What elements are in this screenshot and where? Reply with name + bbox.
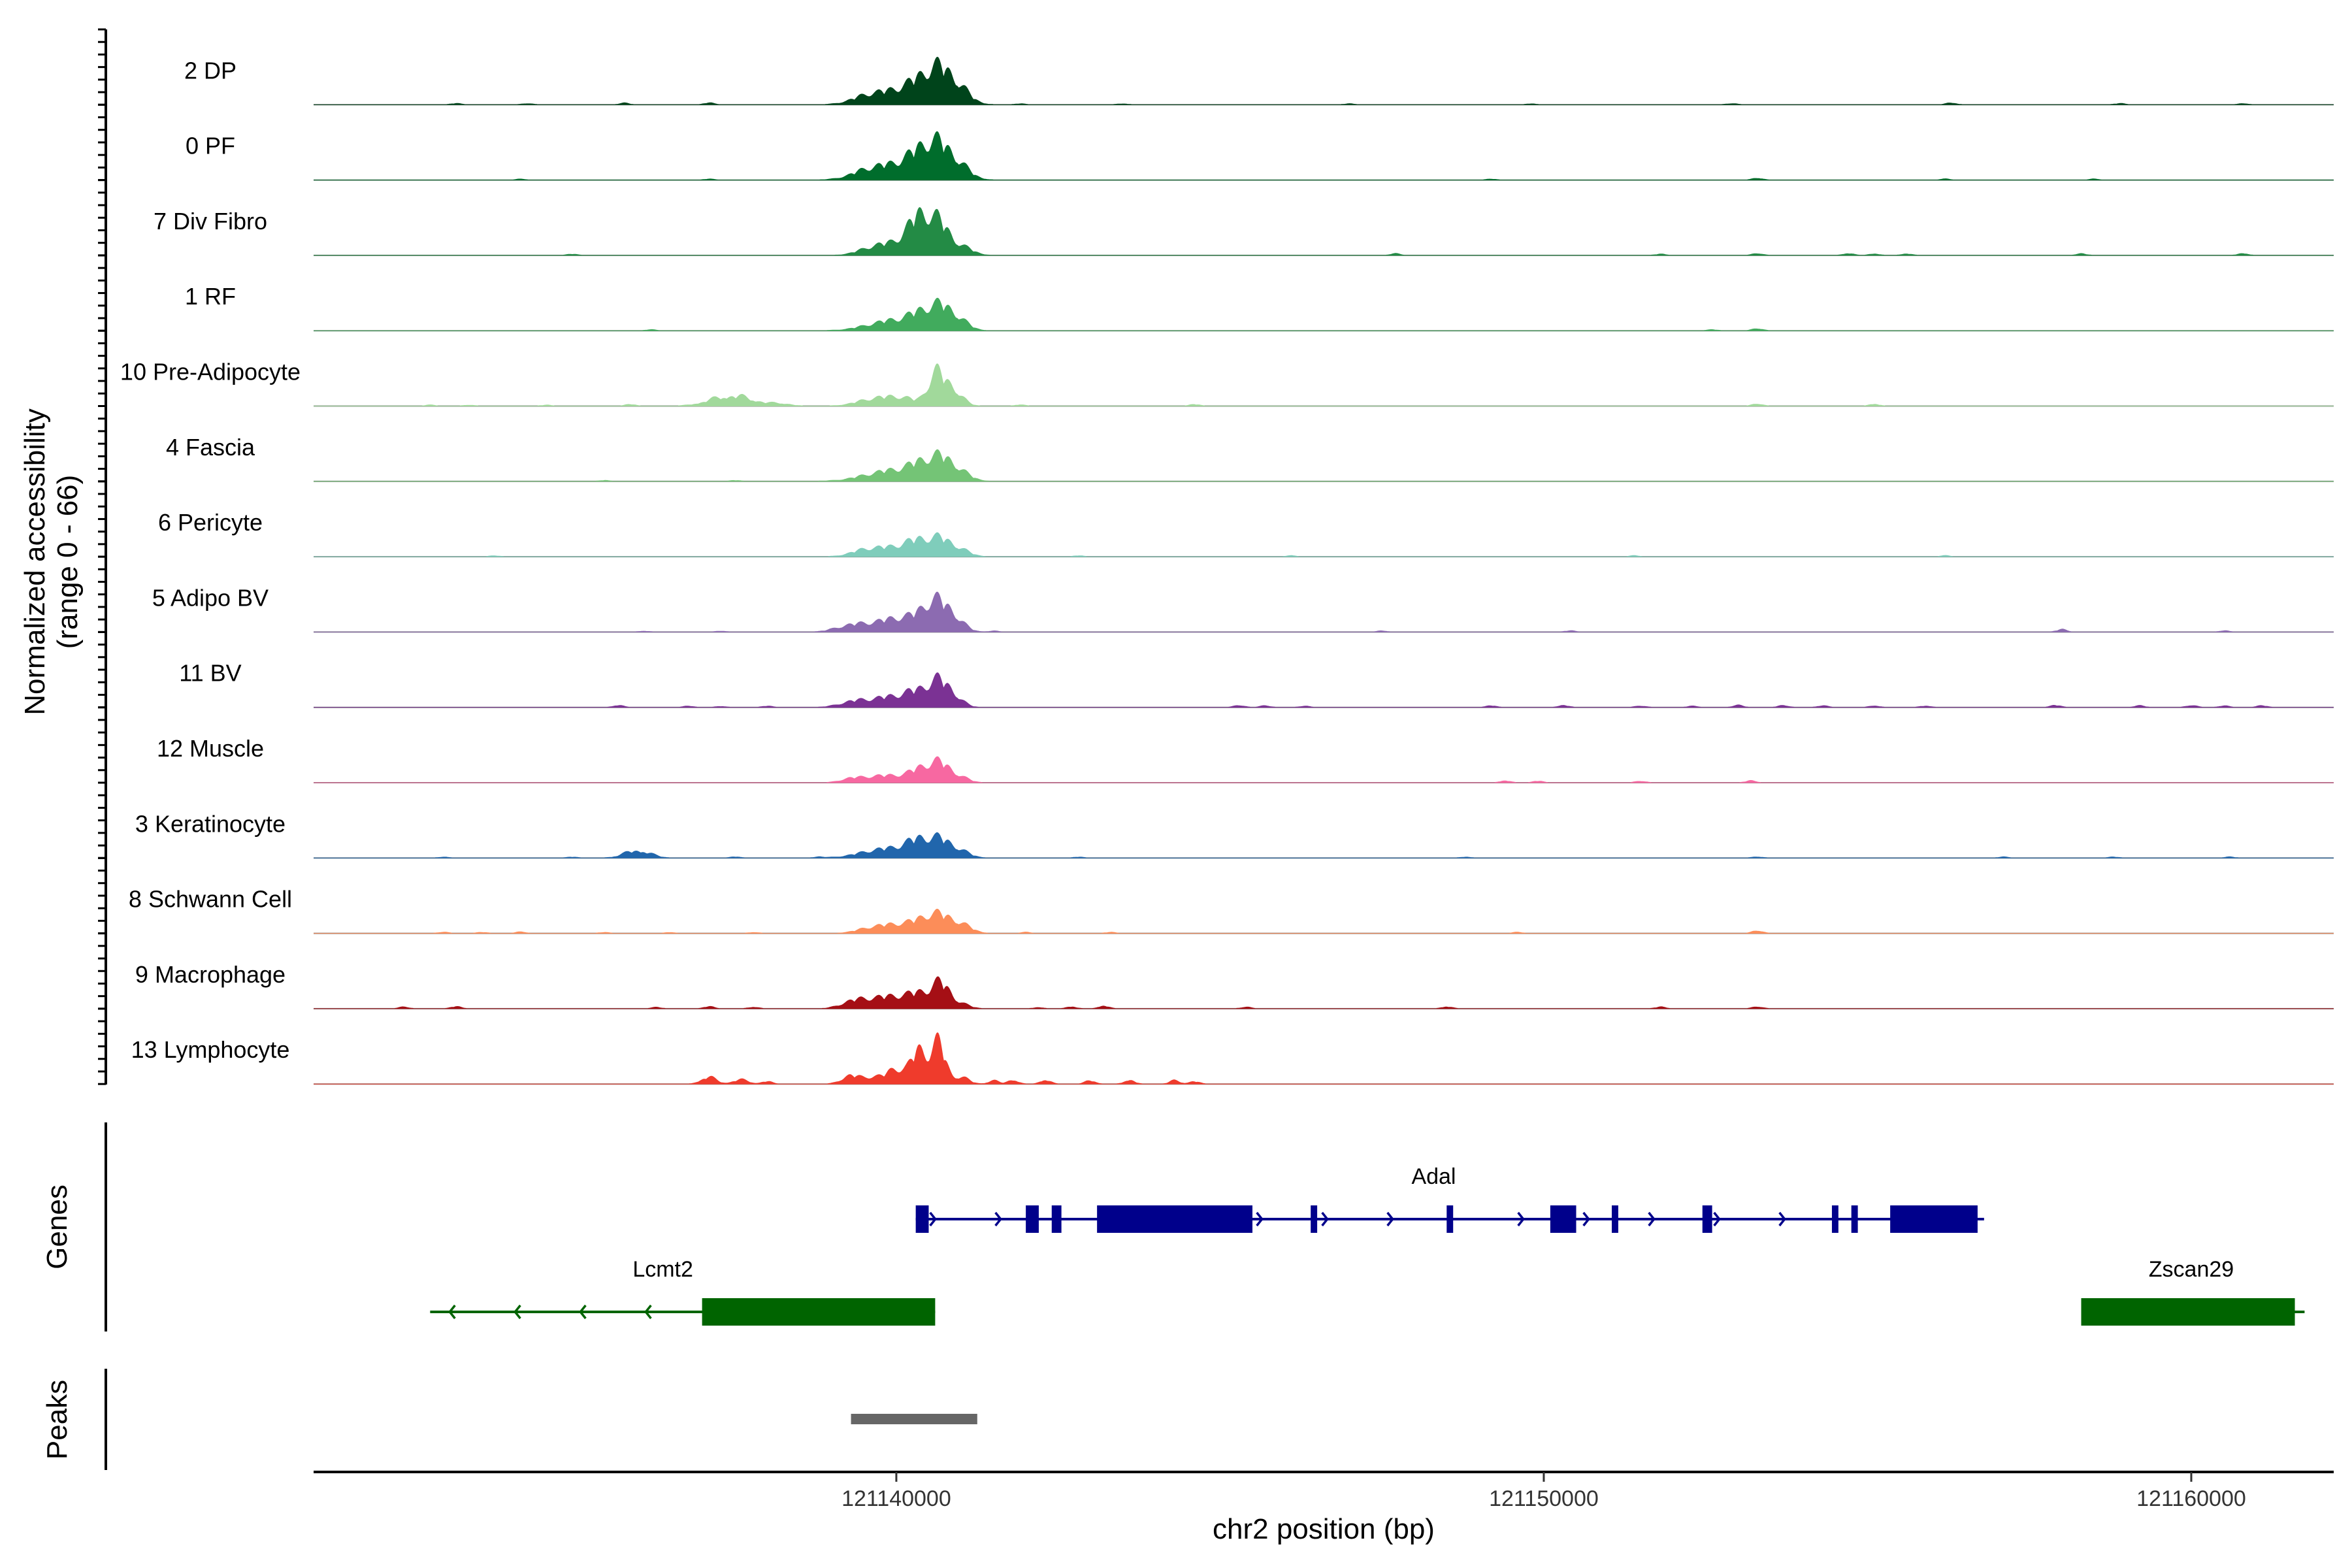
gene-label: Lcmt2 <box>632 1257 693 1282</box>
coverage-area <box>314 56 2334 105</box>
gene-zscan29: Zscan29 <box>2081 1257 2305 1326</box>
gene-exon <box>1612 1205 1618 1233</box>
strand-arrow <box>1713 1211 1721 1227</box>
strand-arrow <box>1386 1211 1394 1227</box>
x-tick-label: 121150000 <box>1489 1486 1599 1511</box>
track-label: 2 DP <box>184 57 237 84</box>
track-5: 10 Pre-Adipocyte <box>120 359 2334 407</box>
gene-exon <box>1831 1205 1838 1233</box>
gene-annotations: Adal Lcmt2 Zscan29 <box>430 1164 2305 1326</box>
gene-exon <box>1890 1205 1978 1233</box>
coverage-area <box>314 756 2334 783</box>
gene-lcmt2: Lcmt2 <box>430 1257 936 1326</box>
track-3: 7 Div Fibro <box>154 207 2334 256</box>
track-label: 11 BV <box>179 660 241 687</box>
genes-panel-title-text: Genes <box>41 1184 73 1269</box>
gene-exon <box>702 1298 936 1326</box>
coverage-area <box>314 449 2334 482</box>
peaks-panel-title: Peaks <box>41 1380 73 1460</box>
x-tick-label: 121140000 <box>841 1486 951 1511</box>
track-label: 8 Schwann Cell <box>129 886 292 913</box>
strand-arrow <box>579 1304 587 1320</box>
coverage-area <box>314 297 2334 331</box>
x-tick-label: 121160000 <box>2136 1486 2246 1511</box>
track-6: 4 Fascia <box>166 434 2334 482</box>
gene-exon <box>1702 1205 1712 1233</box>
y-axis-title-line2: (range 0 - 66) <box>52 475 84 649</box>
track-label: 4 Fascia <box>166 434 255 461</box>
gene-exon <box>1446 1205 1454 1233</box>
gene-adal: Adal <box>915 1164 1984 1233</box>
gene-exon <box>1026 1205 1039 1233</box>
coverage-area <box>314 909 2334 934</box>
coverage-tracks: 2 DP 0 PF 7 Div Fibro 1 RF 10 Pre-Adipocyte 4… <box>120 56 2334 1085</box>
strand-arrow <box>1582 1211 1590 1227</box>
track-label: 6 Pericyte <box>158 509 263 536</box>
strand-arrow <box>1648 1211 1656 1227</box>
gene-exon <box>915 1205 929 1233</box>
gene-label: Adal <box>1411 1164 1456 1189</box>
track-11: 3 Keratinocyte <box>135 810 2334 859</box>
track-label: 3 Keratinocyte <box>135 810 286 837</box>
track-label: 5 Adipo BV <box>152 584 269 611</box>
track-7: 6 Pericyte <box>158 509 2334 558</box>
track-label: 0 PF <box>186 133 235 159</box>
strand-arrow <box>1321 1211 1329 1227</box>
gene-exon <box>2081 1298 2295 1326</box>
strand-arrow <box>1778 1211 1786 1227</box>
track-label: 12 Muscle <box>157 735 264 762</box>
coverage-area <box>314 131 2334 181</box>
gene-exon <box>1851 1205 1858 1233</box>
track-13: 9 Macrophage <box>135 961 2334 1009</box>
coverage-area <box>314 207 2334 256</box>
coverage-area <box>314 832 2334 858</box>
coverage-area <box>314 532 2334 557</box>
peaks-panel-title-text: Peaks <box>41 1380 73 1460</box>
x-axis-ticks: 121140000 121150000 121160000 <box>841 1472 2246 1511</box>
track-label: 9 Macrophage <box>135 961 286 988</box>
strand-arrow <box>514 1304 521 1320</box>
x-axis-title: chr2 position (bp) <box>1213 1513 1435 1545</box>
coverage-area <box>314 591 2334 632</box>
track-label: 10 Pre-Adipocyte <box>120 359 301 385</box>
strand-arrow <box>644 1304 652 1320</box>
coverage-area <box>314 976 2334 1009</box>
track-14: 13 Lymphocyte <box>131 1032 2334 1085</box>
strand-arrow <box>448 1304 456 1320</box>
gene-label: Zscan29 <box>2149 1257 2234 1282</box>
y-axis-ticks <box>98 28 106 1085</box>
track-4: 1 RF <box>185 283 2334 332</box>
track-label: 1 RF <box>185 283 236 310</box>
track-label: 13 Lymphocyte <box>131 1036 290 1063</box>
coverage-area <box>314 363 2334 406</box>
gene-exon <box>1550 1205 1576 1233</box>
track-10: 12 Muscle <box>157 735 2334 783</box>
coverage-area <box>314 672 2334 708</box>
gene-exon <box>1051 1205 1062 1233</box>
peak-regions <box>851 1414 977 1424</box>
track-12: 8 Schwann Cell <box>129 886 2334 934</box>
strand-arrow <box>1517 1211 1525 1227</box>
coverage-area <box>314 1032 2334 1085</box>
y-axis-title-line1: Normalized accessibility <box>19 408 51 715</box>
track-1: 2 DP <box>184 56 2334 106</box>
genes-panel-title: Genes <box>41 1184 73 1269</box>
track-2: 0 PF <box>186 131 2334 181</box>
peak-bar <box>851 1414 977 1424</box>
strand-arrow <box>1256 1211 1264 1227</box>
y-axis-title: Normalized accessibility (range 0 - 66) <box>19 408 84 715</box>
track-9: 11 BV <box>179 660 2334 708</box>
track-8: 5 Adipo BV <box>152 584 2334 633</box>
gene-exon <box>1311 1205 1318 1233</box>
track-label: 7 Div Fibro <box>154 208 267 235</box>
strand-arrow <box>929 1211 937 1227</box>
strand-arrow <box>994 1211 1002 1227</box>
gene-exon <box>1097 1205 1252 1233</box>
